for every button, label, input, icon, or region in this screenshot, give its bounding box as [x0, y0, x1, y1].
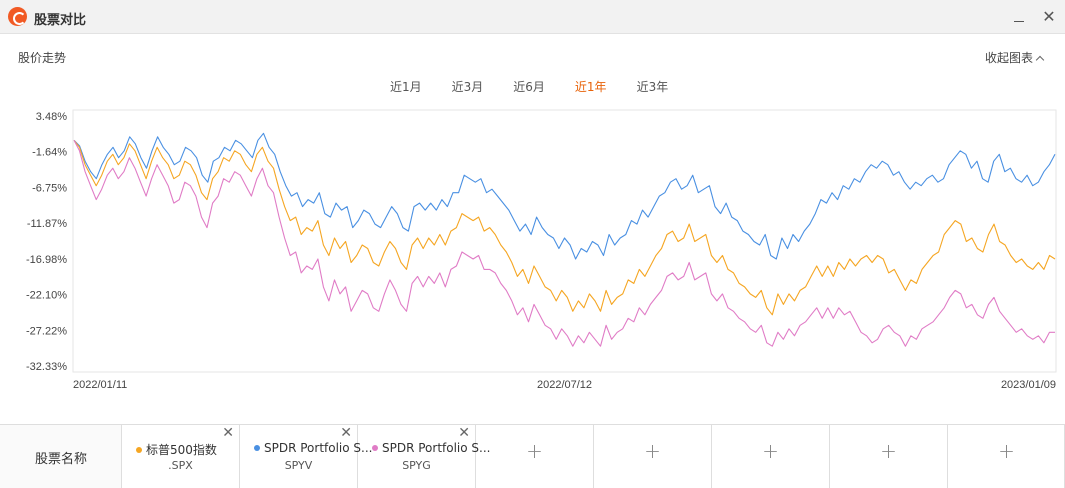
- range-tab[interactable]: 近3月: [451, 80, 484, 94]
- stock-cell: ✕ SPDR Portfolio S... SPYG: [358, 425, 491, 488]
- empty-stock-slot: +: [712, 425, 830, 488]
- table-header-cell: 股票名称: [0, 425, 122, 488]
- chart-svg: 3.48% -1.64% -6.75% -11.87% -16.98% -22.10% -2…: [26, 109, 1057, 391]
- empty-stock-slot: +: [948, 425, 1065, 488]
- chevron-up-icon: [1035, 55, 1045, 65]
- range-tabs: 近1月 近3月 近6月 近1年 近3年: [390, 78, 698, 96]
- empty-stock-slot: +: [830, 425, 948, 488]
- add-stock-button[interactable]: +: [762, 439, 779, 463]
- stock-code: SPYV: [284, 459, 313, 472]
- y-tick-label: -22.10%: [26, 290, 67, 302]
- y-tick-label: -27.22%: [26, 325, 67, 337]
- table-header-label: 股票名称: [34, 452, 87, 467]
- x-tick-label: 2022/07/12: [537, 379, 592, 391]
- window-title: 股票对比: [34, 13, 87, 28]
- remove-stock-button[interactable]: ✕: [340, 425, 352, 441]
- add-stock-button[interactable]: +: [880, 439, 897, 463]
- stock-name[interactable]: SPDR Portfolio S...: [372, 441, 491, 455]
- empty-stock-slot: +: [594, 425, 712, 488]
- range-tab[interactable]: 近1年: [574, 80, 607, 94]
- add-stock-button[interactable]: +: [998, 439, 1015, 463]
- stock-name[interactable]: SPDR Portfolio S...: [254, 441, 373, 455]
- y-tick-label: -11.87%: [27, 218, 67, 230]
- range-tab[interactable]: 近6月: [513, 80, 545, 94]
- collapse-chart-label: 收起图表: [984, 51, 1033, 65]
- app-logo-icon: [8, 7, 27, 26]
- add-stock-button[interactable]: +: [644, 439, 661, 463]
- collapse-chart-button[interactable]: 收起图表: [984, 49, 1045, 66]
- stock-code: .SPX: [168, 459, 193, 472]
- stock-name-text: SPDR Portfolio S...: [382, 441, 491, 455]
- stock-code: SPYG: [402, 459, 431, 472]
- stock-name-text: SPDR Portfolio S...: [264, 441, 373, 455]
- close-button[interactable]: ✕: [1042, 7, 1056, 26]
- plot-area: [72, 109, 1057, 373]
- range-tab[interactable]: 近3年: [636, 80, 669, 94]
- remove-stock-button[interactable]: ✕: [222, 425, 234, 441]
- stock-name[interactable]: 标普500指数: [136, 441, 217, 458]
- series-line-spx: [73, 139, 1056, 316]
- empty-stock-slot: +: [476, 425, 594, 488]
- stock-compare-table: 股票名称 ✕ 标普500指数 .SPX ✕ SPDR Portfolio S... SPY…: [0, 424, 1065, 488]
- stock-cell: ✕ 标普500指数 .SPX: [122, 425, 240, 488]
- series-color-dot: [372, 445, 378, 451]
- y-tick-label: 3.48%: [36, 111, 67, 123]
- stock-name-text: 标普500指数: [146, 443, 217, 457]
- title-bar: 股票对比 ✕: [0, 0, 1065, 34]
- series-color-dot: [136, 447, 142, 453]
- add-stock-button[interactable]: +: [526, 439, 543, 463]
- price-trend-chart: 3.48% -1.64% -6.75% -11.87% -16.98% -22.10% -2…: [0, 104, 1065, 400]
- remove-stock-button[interactable]: ✕: [458, 425, 470, 441]
- series-line-spyg: [73, 140, 1055, 347]
- x-tick-label: 2023/01/09: [1001, 379, 1056, 391]
- range-tab[interactable]: 近1月: [390, 80, 422, 94]
- section-title: 股价走势: [18, 51, 67, 65]
- y-tick-label: -6.75%: [32, 182, 67, 194]
- series-line-spyv: [73, 132, 1056, 260]
- stock-cell: ✕ SPDR Portfolio S... SPYV: [240, 425, 373, 488]
- y-tick-label: -16.98%: [26, 254, 67, 266]
- y-tick-label: -1.64%: [32, 147, 67, 159]
- series-color-dot: [254, 445, 260, 451]
- x-tick-label: 2022/01/11: [73, 379, 127, 391]
- minimize-button[interactable]: [1007, 5, 1031, 29]
- y-tick-label: -32.33%: [26, 361, 67, 373]
